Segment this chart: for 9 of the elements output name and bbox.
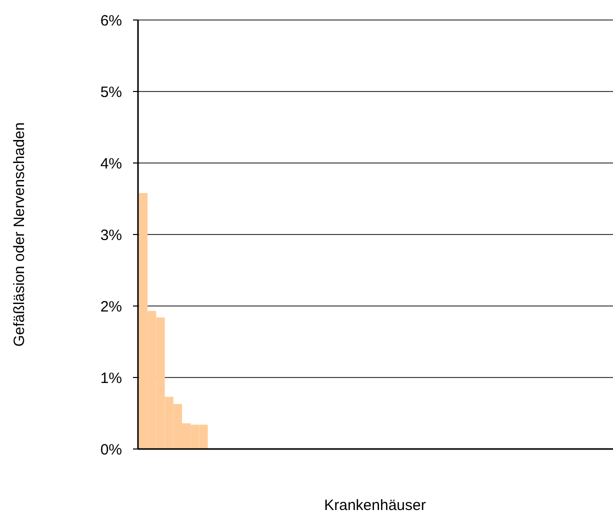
y-axis-title: Gefäßläsion oder Nervenschaden [11,122,28,347]
y-tick-label: 6% [100,12,122,30]
y-tick-label: 2% [100,298,122,316]
y-tick-label: 0% [100,441,122,458]
y-tick-label: 1% [100,370,122,387]
y-tick-label: 4% [100,155,122,172]
y-tick-label: 5% [100,84,122,101]
x-axis-title: Krankenhäuser [324,497,426,514]
y-tick-label: 3% [100,226,122,244]
